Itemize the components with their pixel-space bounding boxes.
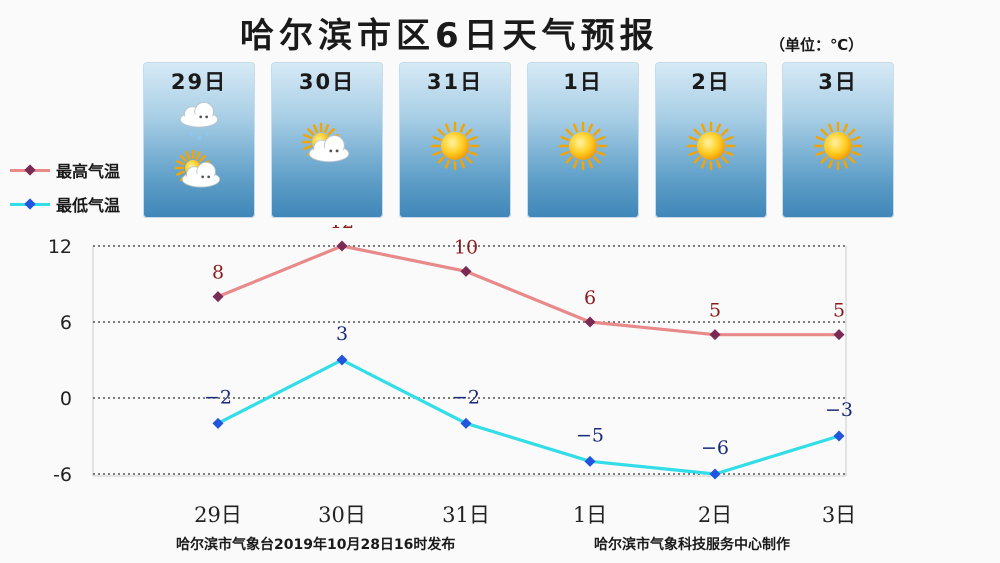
day-card-label: 1日 xyxy=(563,70,603,94)
data-point-high xyxy=(709,329,721,341)
day-card-5: 2日 xyxy=(655,62,767,218)
data-label-high: 5 xyxy=(709,300,721,322)
data-label-low: −3 xyxy=(825,399,853,421)
data-label-high: 6 xyxy=(584,287,596,309)
y-tick-label: 12 xyxy=(48,236,72,258)
footer-publisher: 哈尔滨市气象台2019年10月28日16时发布 xyxy=(176,537,456,553)
x-tick-label: 30日 xyxy=(318,503,366,527)
day-card-label: 2日 xyxy=(691,70,731,94)
series-line-high xyxy=(217,244,839,337)
data-label-low: 3 xyxy=(336,323,348,345)
data-label-low: −5 xyxy=(576,424,604,446)
legend-marker-high xyxy=(24,164,36,176)
data-label-high: 5 xyxy=(833,300,845,322)
day-card-label: 3日 xyxy=(818,70,858,94)
x-tick-label: 2日 xyxy=(698,503,732,527)
data-point-low xyxy=(336,354,348,366)
data-label-high: 10 xyxy=(454,236,478,258)
sun-icon xyxy=(399,92,511,220)
footer-producer: 哈尔滨市气象科技服务中心制作 xyxy=(594,537,790,553)
unit-label: （单位：℃） xyxy=(770,36,864,54)
day-card-1: 29日 xyxy=(143,62,255,218)
data-label-high: 8 xyxy=(212,262,224,284)
day-card-4: 1日 xyxy=(527,62,639,218)
legend-item-low: 最低气温 xyxy=(4,192,144,216)
day-card-label: 31日 xyxy=(426,70,484,94)
data-label-low: −6 xyxy=(701,437,729,459)
legend-item-high: 最高气温 xyxy=(4,158,144,182)
x-tick-label: 29日 xyxy=(194,503,242,527)
y-tick-label: 6 xyxy=(60,312,72,334)
page-title: 哈尔滨市区6日天气预报 xyxy=(240,16,659,56)
y-tick-label: 0 xyxy=(60,388,72,410)
sun-icon xyxy=(527,92,639,220)
day-card-6: 3日 xyxy=(782,62,894,218)
day-card-label: 29日 xyxy=(170,70,228,94)
sun-icon xyxy=(782,92,894,220)
x-tick-label: 3日 xyxy=(822,503,856,527)
day-card-2: 30日 xyxy=(271,62,383,218)
sun-icon xyxy=(655,92,767,220)
data-point-high xyxy=(460,265,472,277)
data-point-low xyxy=(833,430,845,442)
data-point-high xyxy=(833,329,845,341)
series-line-low xyxy=(217,358,840,476)
day-card-3: 31日 xyxy=(399,62,511,218)
cloud-sun-icon xyxy=(271,92,383,220)
data-point-high xyxy=(212,291,224,303)
data-label-high: 12 xyxy=(330,225,354,233)
data-point-high xyxy=(336,240,348,252)
x-tick-label: 31日 xyxy=(442,503,490,527)
data-point-low xyxy=(212,417,224,429)
data-point-low xyxy=(460,417,472,429)
data-label-low: −2 xyxy=(452,386,480,408)
legend-label-high: 最高气温 xyxy=(56,162,121,181)
legend-label-low: 最低气温 xyxy=(56,196,121,215)
data-point-high xyxy=(584,316,596,328)
day-card-label: 30日 xyxy=(298,70,356,94)
y-tick-label: -6 xyxy=(53,464,72,486)
temperature-chart: 12 6 0 -6 29日 30日 31日 1日 2日 3日 8 12 10 6 5 5 −2 3 −2 −5 −6 −3 xyxy=(48,225,856,527)
data-point-low xyxy=(584,455,596,467)
data-label-low: −2 xyxy=(204,386,232,408)
legend-marker-low xyxy=(24,198,36,210)
x-tick-label: 1日 xyxy=(573,503,607,527)
data-point-low xyxy=(709,468,721,480)
cloud-sun-rain-icon xyxy=(143,92,255,220)
